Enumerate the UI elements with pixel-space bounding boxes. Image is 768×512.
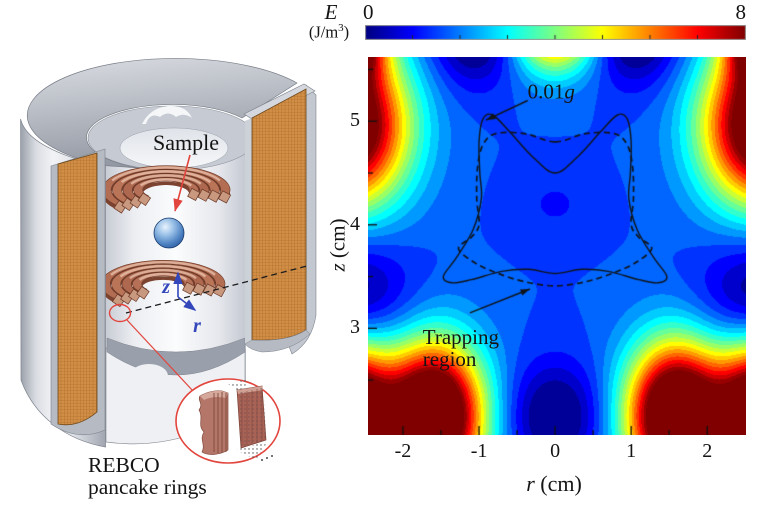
step-ring-notch <box>142 105 192 124</box>
colorbar <box>365 25 746 40</box>
rebco-caption-line2: pancake rings <box>88 475 207 499</box>
ring-cross-section-cap <box>137 192 152 206</box>
ring-cross-section-cap <box>187 187 201 201</box>
colorbar-label: E <box>324 0 338 24</box>
ring-cross-section-cap <box>197 188 211 202</box>
sample-arrow <box>173 154 191 212</box>
x-tick-label: 0 <box>550 440 561 462</box>
ring-cross-section-cap <box>202 283 216 297</box>
ring-cross-section-cap <box>207 189 221 203</box>
coil-slab-left <box>50 148 106 436</box>
pancake-cross-section-inset <box>175 378 281 464</box>
axis-z-label: z <box>161 276 170 298</box>
callout-connector <box>126 319 194 392</box>
rebco-caption-line1: REBCO <box>88 453 160 477</box>
sample-sphere <box>153 217 185 249</box>
coil-slab-right <box>243 83 316 353</box>
axis-r-label: r <box>193 315 201 337</box>
colorbar-max-label: 8 <box>735 0 747 24</box>
midplane-dashed-line <box>125 265 308 314</box>
x-tick-label: -2 <box>394 440 412 462</box>
trapping-region-annotation: Trapping region <box>422 325 499 372</box>
ring-cross-section-cap <box>136 285 150 300</box>
colorbar-units: (J/m3) <box>308 22 350 42</box>
y-tick-label: 5 <box>350 109 360 132</box>
y-tick-label: 4 <box>350 212 360 235</box>
x-axis-label: r (cm) <box>526 471 582 496</box>
contour-annotation-001g: 0.01g <box>527 79 575 104</box>
x-tick-label: 2 <box>702 440 713 462</box>
x-tick-label: 1 <box>626 440 637 462</box>
pancake-ring-stack-upper <box>101 165 232 214</box>
colorbar-min-label: 0 <box>363 0 374 24</box>
x-tick-label: -1 <box>470 440 488 462</box>
callout-circle <box>108 303 132 323</box>
sample-label: Sample <box>153 130 219 155</box>
y-axis-label: z (cm) <box>325 218 350 272</box>
heatmap-canvas <box>368 57 746 435</box>
coordinate-axes <box>173 271 197 311</box>
ring-cross-section-cap <box>217 190 232 204</box>
magnet-schematic-diagram: Sample z r REBCO pancake rings <box>20 58 317 499</box>
ring-cross-section-cap <box>192 282 206 296</box>
ring-cross-section-cap <box>212 284 227 298</box>
y-tick-label: 3 <box>350 316 360 339</box>
floor-notch <box>130 364 168 388</box>
ring-cross-section-cap <box>182 281 196 295</box>
cylinder-top-annulus <box>26 58 298 169</box>
